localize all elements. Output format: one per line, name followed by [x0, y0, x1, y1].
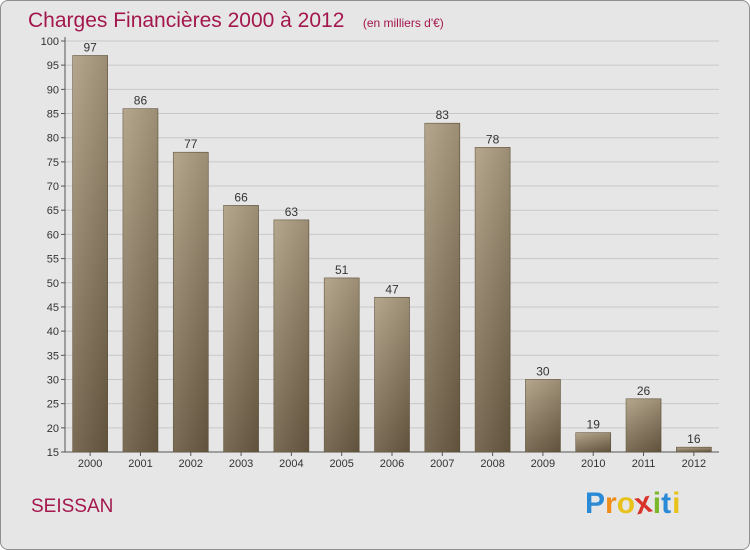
bars [72, 55, 712, 453]
bar-shade-2009 [525, 379, 561, 452]
bar-shade-2011 [626, 398, 662, 452]
x-tick-label: 2010 [581, 458, 605, 470]
y-tick-label: 85 [47, 109, 59, 121]
y-tick-label: 50 [47, 278, 59, 290]
bar-shade-2003 [223, 205, 259, 452]
y-tick-label: 80 [47, 133, 59, 145]
value-label: 78 [486, 132, 500, 146]
x-tick-label: 2003 [229, 458, 253, 470]
x-tick-label: 2007 [430, 458, 454, 470]
logo-letter: o [616, 487, 636, 520]
y-tick-label: 40 [47, 326, 59, 338]
y-tick-label: 90 [47, 84, 59, 96]
logo-letter: t [661, 487, 672, 520]
bar-shade-2005 [324, 277, 360, 452]
y-tick-label: 45 [47, 302, 59, 314]
y-tick-label: 65 [47, 205, 59, 217]
y-axis-ticks: 15 20 25 30 35 40 45 50 55 60 65 70 75 80 85 90 95 100 [41, 36, 65, 459]
x-tick-label: 2000 [78, 458, 102, 470]
y-tick-label: 35 [47, 350, 59, 362]
value-label: 86 [134, 94, 148, 108]
logo-letter: x [631, 485, 655, 522]
x-tick-label: 2002 [179, 458, 203, 470]
y-tick-label: 75 [47, 157, 59, 169]
x-tick-label: 2008 [480, 458, 504, 470]
bar-shade-2010 [575, 432, 611, 452]
unit-note: (en milliers d'€) [362, 16, 444, 30]
x-tick-label: 2004 [279, 458, 303, 470]
logo-letter: i [672, 487, 681, 520]
value-label: 97 [83, 41, 97, 55]
x-tick-label: 2006 [380, 458, 404, 470]
logo-letter: i [652, 487, 662, 520]
value-label: 19 [587, 418, 601, 432]
value-labels: 97 86 77 66 63 51 47 83 78 30 19 26 16 [83, 41, 700, 447]
value-label: 26 [637, 384, 651, 398]
x-tick-label: 2011 [632, 458, 656, 470]
value-label: 83 [436, 108, 450, 122]
value-label: 77 [184, 137, 198, 151]
bar-shade-2000 [72, 55, 108, 452]
bar-shade-2002 [173, 152, 209, 452]
x-tick-label: 2005 [329, 458, 353, 470]
x-axis-ticks: 2000 2001 2002 2003 2004 2005 2006 2007 2008 2009… [78, 452, 706, 470]
x-tick-label: 2009 [531, 458, 555, 470]
y-tick-label: 20 [47, 423, 59, 435]
y-tick-label: 25 [47, 399, 59, 411]
location-name: SEISSAN [31, 496, 114, 517]
x-tick-label: 2012 [682, 458, 706, 470]
value-label: 47 [385, 282, 399, 296]
title-row: Charges Financières 2000 à 2012 (en mill… [28, 9, 444, 33]
y-tick-label: 15 [47, 447, 59, 459]
y-tick-label: 70 [47, 181, 59, 193]
y-tick-label: 30 [47, 374, 59, 386]
y-tick-label: 60 [47, 229, 59, 241]
logo-letter: P [585, 487, 606, 520]
bar-shade-2006 [374, 297, 410, 452]
y-tick-label: 100 [41, 36, 59, 48]
y-tick-label: 55 [47, 254, 59, 266]
bar-shade-2004 [273, 219, 309, 452]
value-label: 16 [687, 432, 701, 446]
x-tick-label: 2001 [128, 458, 152, 470]
y-tick-label: 95 [47, 60, 59, 72]
value-label: 66 [234, 190, 248, 204]
bar-shade-2008 [475, 147, 511, 452]
logo-letter: r [605, 487, 617, 520]
bar-shade-2012 [676, 447, 712, 452]
value-label: 51 [335, 263, 349, 277]
bar-shade-2001 [122, 108, 158, 452]
value-label: 63 [285, 205, 299, 219]
proxiti-logo: Proxiti [585, 485, 681, 522]
bar-shade-2007 [424, 123, 460, 452]
value-label: 30 [536, 364, 550, 378]
chart-title: Charges Financières 2000 à 2012 [28, 9, 345, 32]
